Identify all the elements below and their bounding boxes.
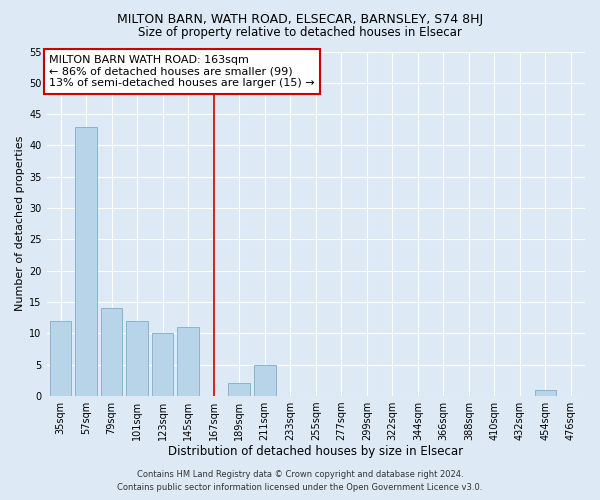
Bar [535,390,556,396]
Bar [126,321,148,396]
Text: MILTON BARN WATH ROAD: 163sqm
← 86% of detached houses are smaller (99)
13% of s: MILTON BARN WATH ROAD: 163sqm ← 86% of d… [49,55,315,88]
Bar [101,308,122,396]
Text: Size of property relative to detached houses in Elsecar: Size of property relative to detached ho… [138,26,462,39]
Text: Contains HM Land Registry data © Crown copyright and database right 2024.
Contai: Contains HM Land Registry data © Crown c… [118,470,482,492]
X-axis label: Distribution of detached houses by size in Elsecar: Distribution of detached houses by size … [168,444,463,458]
Bar [254,364,275,396]
Bar [152,334,173,396]
Bar [178,327,199,396]
Bar [75,126,97,396]
Bar [229,384,250,396]
Bar [50,321,71,396]
Text: MILTON BARN, WATH ROAD, ELSECAR, BARNSLEY, S74 8HJ: MILTON BARN, WATH ROAD, ELSECAR, BARNSLE… [117,12,483,26]
Y-axis label: Number of detached properties: Number of detached properties [15,136,25,312]
